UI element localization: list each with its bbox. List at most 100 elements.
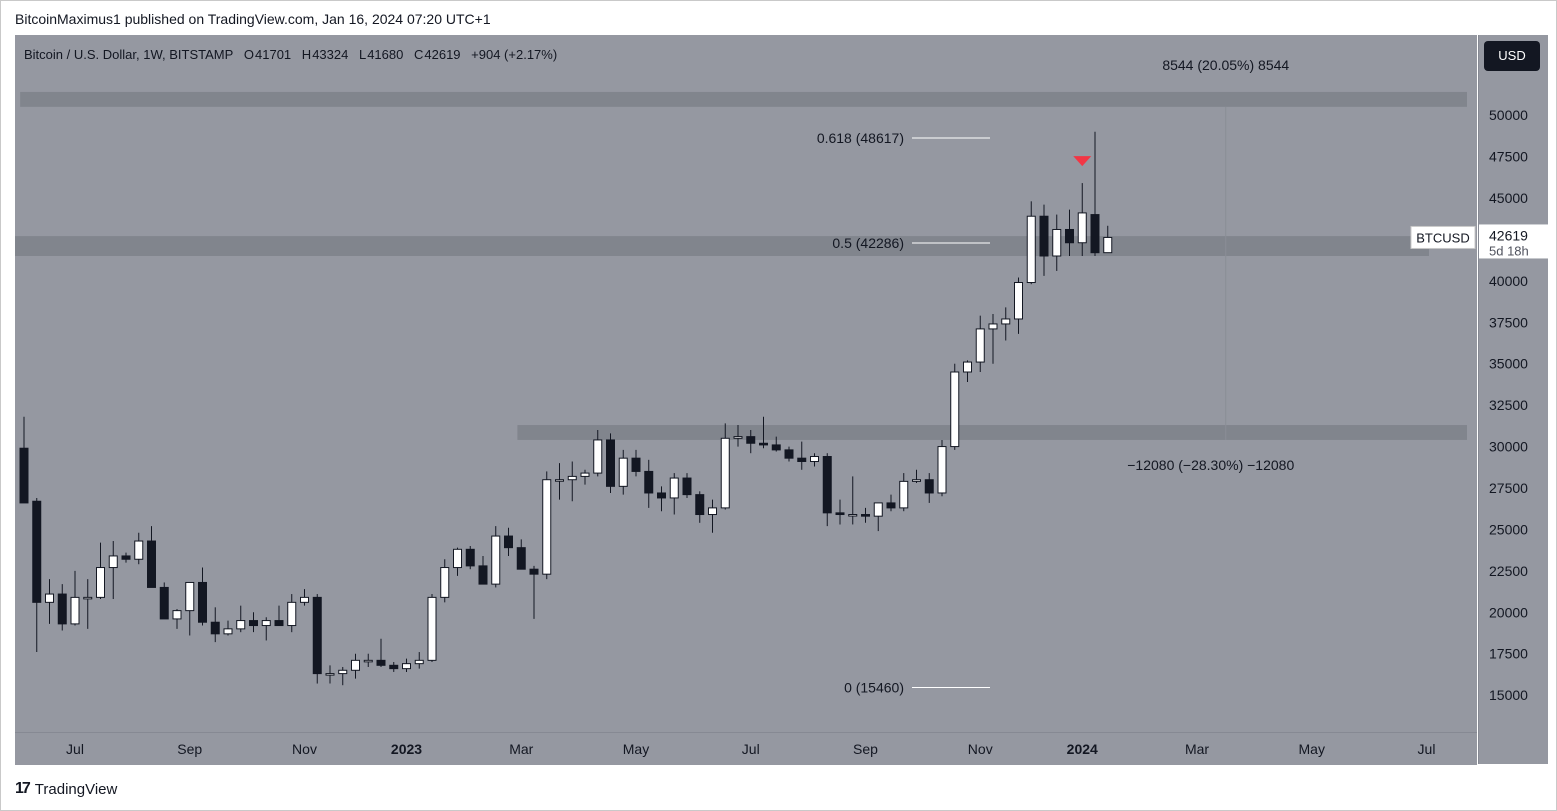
candle[interactable] — [950, 363, 960, 450]
candle[interactable] — [822, 453, 832, 527]
candle[interactable] — [771, 436, 781, 452]
candle[interactable] — [325, 665, 335, 684]
candle[interactable] — [147, 526, 156, 588]
candle[interactable] — [657, 486, 666, 512]
candle[interactable] — [83, 579, 93, 629]
candle[interactable] — [236, 605, 246, 633]
candle[interactable] — [555, 463, 564, 500]
candle[interactable] — [1001, 307, 1011, 341]
candle[interactable] — [261, 617, 271, 641]
zone-band-1[interactable] — [15, 236, 1429, 256]
candle[interactable] — [491, 526, 501, 588]
candle[interactable] — [312, 594, 322, 684]
candle[interactable] — [96, 542, 105, 600]
candle[interactable] — [108, 541, 118, 600]
candle[interactable] — [759, 416, 768, 449]
candle[interactable] — [363, 653, 373, 667]
candle[interactable] — [478, 555, 488, 585]
candle[interactable] — [1077, 183, 1087, 256]
candle[interactable] — [338, 666, 348, 686]
candle[interactable] — [861, 507, 870, 523]
candle[interactable] — [121, 552, 131, 563]
candle[interactable] — [963, 360, 972, 382]
candle[interactable] — [351, 653, 360, 679]
tradingview-logo[interactable]: 17 TradingView — [15, 780, 117, 798]
candle[interactable] — [274, 605, 284, 627]
candle[interactable] — [453, 547, 462, 576]
candle[interactable] — [402, 658, 411, 672]
candle[interactable] — [810, 453, 819, 467]
zone-band-0[interactable] — [20, 91, 1467, 107]
candle[interactable] — [1052, 214, 1062, 271]
candle[interactable] — [1026, 201, 1036, 285]
legend-symbol[interactable]: Bitcoin / U.S. Dollar, 1W, BITSTAMP — [24, 47, 234, 62]
candle[interactable] — [1090, 131, 1100, 256]
candle[interactable] — [580, 469, 590, 485]
candle[interactable] — [835, 499, 845, 525]
bearish-arrow-marker[interactable] — [1073, 156, 1092, 167]
candle[interactable] — [542, 471, 552, 580]
candle[interactable] — [937, 439, 947, 497]
candle[interactable] — [287, 594, 297, 633]
candle[interactable] — [249, 612, 258, 633]
candle[interactable] — [210, 607, 220, 643]
candle[interactable] — [1065, 209, 1074, 256]
candle[interactable] — [899, 473, 909, 512]
candle[interactable] — [733, 425, 743, 447]
candle[interactable] — [504, 527, 513, 556]
candle[interactable] — [223, 620, 233, 636]
candle[interactable] — [414, 652, 424, 669]
candle[interactable] — [606, 433, 615, 493]
candle[interactable] — [873, 502, 883, 532]
candle[interactable] — [708, 499, 717, 533]
candle[interactable] — [695, 491, 705, 523]
zone-band-2[interactable] — [517, 425, 1467, 440]
candle[interactable] — [1039, 204, 1049, 276]
candle[interactable] — [300, 589, 309, 606]
candle[interactable] — [198, 567, 207, 626]
candle[interactable] — [618, 449, 628, 495]
candle[interactable] — [70, 570, 80, 626]
candle[interactable] — [440, 559, 450, 603]
chart-canvas[interactable]: 0.618 (48617) 0.5 (42286) 0 (15460) 8544 (2… — [15, 35, 1477, 732]
candle[interactable] — [465, 546, 475, 570]
candle[interactable] — [669, 473, 679, 515]
candle[interactable] — [631, 449, 641, 477]
candle[interactable] — [45, 579, 54, 624]
last-price-tag[interactable] — [1479, 224, 1548, 259]
candle[interactable] — [593, 430, 603, 477]
candle[interactable] — [32, 497, 42, 653]
chart-pane[interactable]: 0.618 (48617) 0.5 (42286) 0 (15460) 8544 (2… — [15, 35, 1477, 732]
candle[interactable] — [376, 638, 386, 667]
candle[interactable] — [185, 581, 195, 636]
candle[interactable] — [516, 539, 526, 570]
candle[interactable] — [159, 582, 169, 620]
candle[interactable] — [1103, 225, 1113, 254]
candle[interactable] — [427, 594, 437, 662]
price-axis[interactable]: 15000 17500 20000 22500 25000 27500 30000 32500… — [1478, 35, 1548, 764]
candle[interactable] — [389, 662, 399, 672]
time-axis[interactable]: Jul Sep Nov 2023 Mar May Jul Sep Nov 2024 Mar May Ju… — [15, 732, 1477, 765]
candle[interactable] — [720, 423, 730, 510]
candle[interactable] — [746, 430, 756, 454]
candle[interactable] — [848, 476, 858, 525]
currency-button[interactable]: USD — [1484, 41, 1540, 71]
candle[interactable] — [172, 608, 182, 629]
candle[interactable] — [682, 473, 692, 498]
candle[interactable] — [529, 565, 539, 619]
candle[interactable] — [644, 459, 654, 508]
candle[interactable] — [567, 461, 577, 502]
candle[interactable] — [975, 315, 985, 372]
candle[interactable] — [784, 446, 794, 462]
candle[interactable] — [134, 532, 144, 565]
candle[interactable] — [797, 441, 807, 470]
candle[interactable] — [1014, 277, 1023, 334]
candle[interactable] — [988, 314, 998, 364]
candle[interactable] — [924, 473, 934, 503]
candle-body-up — [363, 659, 373, 663]
candle[interactable] — [57, 584, 67, 631]
candle[interactable] — [912, 469, 921, 484]
candle[interactable] — [19, 416, 29, 504]
ticker-tag[interactable] — [1410, 225, 1476, 249]
candle[interactable] — [886, 494, 896, 512]
